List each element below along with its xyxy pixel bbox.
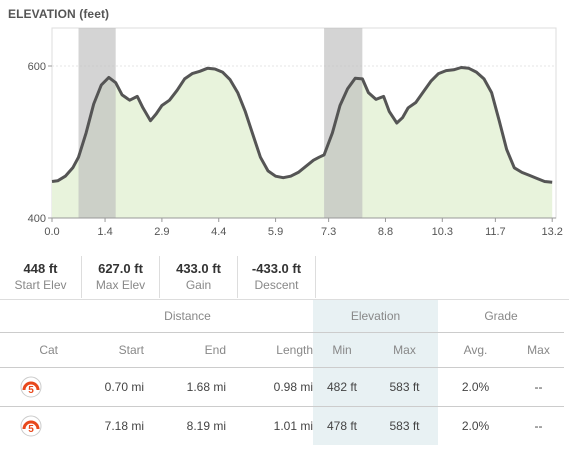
- x-tick-label: 2.9: [154, 226, 169, 238]
- length-cell: 1.01 mi: [226, 406, 313, 445]
- x-tick-label: 0.0: [44, 226, 59, 238]
- end-cell: 1.68 mi: [144, 367, 226, 407]
- stats-bar: 448 ft Start Elev 627.0 ft Max Elev 433.…: [0, 256, 316, 298]
- x-tick-label: 13.2: [541, 226, 562, 238]
- length-cell: 0.98 mi: [226, 367, 313, 407]
- chart-title: ELEVATION (feet): [8, 7, 110, 21]
- min-cell: 482 ft: [313, 367, 371, 407]
- stat-max-elev: 627.0 ft Max Elev: [82, 256, 160, 298]
- max-cell: 583 ft: [371, 406, 438, 445]
- start-cell: 7.18 mi: [62, 406, 144, 445]
- stat-label: Gain: [185, 278, 212, 292]
- stat-gain: 433.0 ft Gain: [160, 256, 238, 298]
- x-tick-label: 1.4: [97, 226, 112, 238]
- svg-text:5: 5: [28, 424, 34, 435]
- avg-grade-cell: 2.0%: [438, 406, 513, 445]
- table-row[interactable]: 5 7.18 mi 8.19 mi 1.01 mi 478 ft 583 ft …: [0, 406, 564, 445]
- stat-value: 627.0 ft: [98, 261, 143, 276]
- climb-highlight: [324, 28, 363, 218]
- stat-value: 448 ft: [23, 261, 58, 276]
- elevation-chart[interactable]: 400 600 0.0 1.4 2.9 4.4 5.9 7.3 8.8 10.3 11.7 13.2: [0, 0, 569, 250]
- max-grade-cell: --: [513, 367, 564, 407]
- elevation-area: [52, 67, 553, 218]
- stat-label: Max Elev: [95, 278, 146, 292]
- max-grade-cell: --: [513, 406, 564, 445]
- y-tick-label: 400: [28, 213, 46, 225]
- col-header-cat[interactable]: Cat: [0, 332, 62, 368]
- stat-descent: -433.0 ft Descent: [238, 256, 316, 298]
- x-tick-label: 7.3: [321, 226, 336, 238]
- y-tick-label: 600: [28, 61, 46, 73]
- group-header-grade: Grade: [484, 309, 518, 323]
- column-header-row: Cat Start End Length Min Max Avg. Max: [0, 332, 564, 368]
- group-header-row: Distance Elevation Grade: [0, 300, 564, 333]
- stat-value: 433.0 ft: [176, 261, 221, 276]
- end-cell: 8.19 mi: [144, 406, 226, 445]
- x-tick-label: 11.7: [485, 226, 506, 238]
- col-header-grade-max[interactable]: Max: [513, 332, 564, 368]
- avg-grade-cell: 2.0%: [438, 367, 513, 407]
- stat-start-elev: 448 ft Start Elev: [0, 256, 82, 298]
- stat-label: Start Elev: [14, 278, 67, 292]
- group-header-elevation: Elevation: [350, 309, 401, 323]
- cat-cell: 5: [0, 367, 62, 407]
- start-cell: 0.70 mi: [62, 367, 144, 407]
- cat-cell: 5: [0, 406, 62, 445]
- col-header-min[interactable]: Min: [313, 332, 371, 368]
- x-tick-label: 10.3: [432, 226, 453, 238]
- group-header-empty: [0, 300, 62, 333]
- x-tick-label: 5.9: [268, 226, 283, 238]
- col-header-start[interactable]: Start: [62, 332, 144, 368]
- elevation-line: [51, 66, 553, 184]
- max-cell: 583 ft: [371, 367, 438, 407]
- climb-category-icon: 5: [20, 376, 42, 398]
- group-header-distance: Distance: [164, 309, 211, 323]
- col-header-length[interactable]: Length: [226, 332, 313, 368]
- svg-text:5: 5: [28, 385, 34, 396]
- x-tick-label: 8.8: [378, 226, 393, 238]
- min-cell: 478 ft: [313, 406, 371, 445]
- col-header-end[interactable]: End: [144, 332, 226, 368]
- col-header-max[interactable]: Max: [371, 332, 438, 368]
- divider: [0, 299, 569, 300]
- stat-value: -433.0 ft: [251, 261, 302, 276]
- col-header-avg[interactable]: Avg.: [438, 332, 513, 368]
- table-row[interactable]: 5 0.70 mi 1.68 mi 0.98 mi 482 ft 583 ft …: [0, 367, 564, 407]
- x-tick-label: 4.4: [211, 226, 226, 238]
- climb-highlight: [78, 28, 116, 218]
- climb-category-icon: 5: [20, 415, 42, 437]
- stat-label: Descent: [254, 278, 299, 292]
- climbs-table: Distance Elevation Grade Cat Start End L…: [0, 300, 564, 445]
